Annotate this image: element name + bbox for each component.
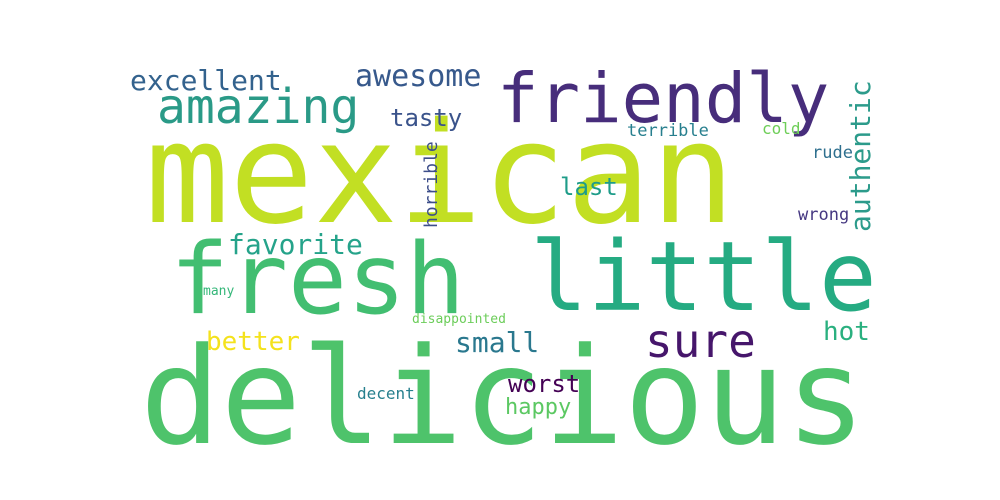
word-little: little: [530, 221, 877, 333]
word-better: better: [206, 327, 300, 357]
word-fresh: fresh: [170, 223, 465, 337]
word-decent: decent: [357, 384, 415, 403]
word-awesome: awesome: [355, 59, 481, 94]
word-favorite: favorite: [228, 228, 363, 261]
word-amazing: amazing: [157, 79, 359, 135]
word-mexican: mexican: [145, 93, 735, 256]
word-rude: rude: [812, 143, 853, 163]
word-sure: sure: [645, 314, 756, 368]
word-wrong: wrong: [798, 205, 849, 225]
word-last: last: [560, 173, 618, 201]
word-happy: happy: [505, 395, 571, 420]
word-hot: hot: [823, 317, 870, 347]
word-many: many: [203, 284, 234, 299]
word-worst: worst: [508, 370, 580, 398]
word-small: small: [455, 326, 539, 359]
word-excellent: excellent: [130, 64, 282, 97]
word-delicious: delicious: [140, 319, 866, 475]
word-cold: cold: [762, 119, 801, 138]
word-disappointed: disappointed: [412, 312, 506, 327]
word-horrible: horrible: [421, 141, 442, 228]
word-friendly: friendly: [497, 59, 829, 139]
word-terrible: terrible: [627, 121, 709, 141]
word-authentic: authentic: [844, 80, 877, 232]
word-tasty: tasty: [390, 104, 462, 132]
